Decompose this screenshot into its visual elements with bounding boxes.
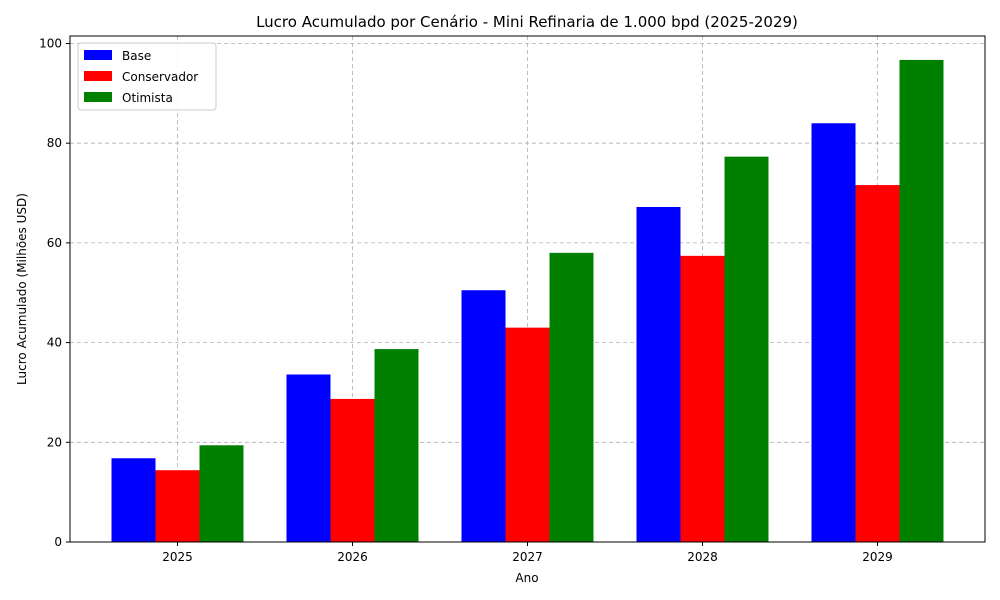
bar-base-2029 xyxy=(811,123,856,542)
bar-base-2026 xyxy=(286,374,331,542)
y-tick-label: 20 xyxy=(47,435,62,449)
x-tick-label: 2028 xyxy=(687,550,718,564)
bar-conservador-2025 xyxy=(155,470,200,542)
bar-conservador-2029 xyxy=(855,185,900,543)
bar-base-2025 xyxy=(111,458,156,542)
bar-base-2028 xyxy=(636,206,681,542)
y-axis-label: Lucro Acumulado (Milhões USD) xyxy=(15,193,29,385)
chart-title: Lucro Acumulado por Cenário - Mini Refin… xyxy=(256,13,798,31)
bar-conservador-2028 xyxy=(680,255,725,543)
legend-swatch-base xyxy=(84,50,112,60)
legend-swatch-conservador xyxy=(84,71,112,81)
legend-label-conservador: Conservador xyxy=(122,70,198,84)
bar-otimista-2029 xyxy=(899,59,944,542)
bars xyxy=(111,59,944,543)
bar-otimista-2026 xyxy=(374,349,419,542)
y-tick-label: 80 xyxy=(47,136,62,150)
legend: Base Conservador Otimista xyxy=(77,42,217,111)
x-tick-label: 2026 xyxy=(337,550,368,564)
y-tick-label: 60 xyxy=(47,236,62,250)
x-tick-label: 2029 xyxy=(862,550,893,564)
bar-conservador-2027 xyxy=(505,327,550,542)
bar-otimista-2025 xyxy=(199,445,244,542)
legend-label-otimista: Otimista xyxy=(122,91,173,105)
legend-box xyxy=(77,42,217,111)
y-tick-label: 100 xyxy=(39,36,62,50)
legend-swatch-otimista xyxy=(84,92,112,102)
legend-label-base: Base xyxy=(122,49,151,63)
y-axis: 0 20 40 60 80 100 xyxy=(39,36,70,549)
x-axis-label: Ano xyxy=(515,571,538,585)
x-tick-label: 2025 xyxy=(162,550,193,564)
bar-conservador-2026 xyxy=(330,398,375,542)
bar-otimista-2027 xyxy=(549,252,594,542)
bar-base-2027 xyxy=(461,290,506,542)
y-tick-label: 0 xyxy=(54,535,62,549)
x-tick-label: 2027 xyxy=(512,550,543,564)
x-axis: 2025 2026 2027 2028 2029 xyxy=(162,542,893,564)
y-tick-label: 40 xyxy=(47,336,62,350)
bar-otimista-2028 xyxy=(724,156,769,542)
